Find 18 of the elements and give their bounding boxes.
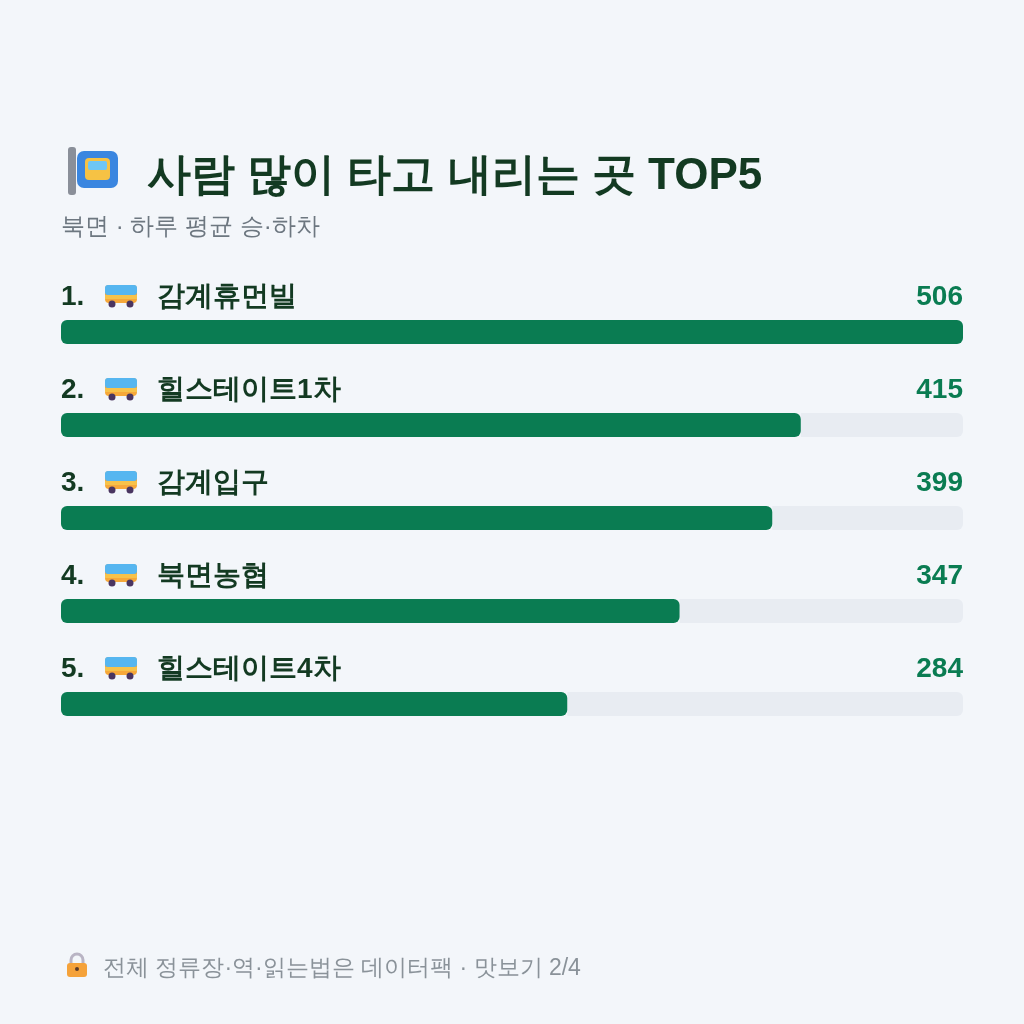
category-rank: 5.: [61, 652, 85, 683]
annotation: 전체 정류장·역·읽는법은 데이터팩 · 맛보기 2/4: [103, 954, 581, 980]
category-label: 힐스테이트1차: [157, 373, 341, 404]
data-label: 284: [916, 652, 963, 683]
title: 사람 많이 타고 내리는 곳 TOP5: [147, 149, 763, 198]
data-label: 399: [916, 466, 963, 497]
data-label: 347: [916, 559, 963, 590]
category-label: 감계휴먼빌: [157, 280, 297, 311]
category-label: 북면농협: [157, 559, 269, 590]
category-rank: 3.: [61, 466, 85, 497]
category-rank: 4.: [61, 559, 85, 590]
data-label: 506: [916, 280, 963, 311]
category-label: 힐스테이트4차: [157, 652, 341, 683]
data-label: 415: [916, 373, 963, 404]
category-rank: 2.: [61, 373, 85, 404]
subtitle: 북면 · 하루 평균 승·하차: [61, 212, 320, 239]
category-label: 감계입구: [157, 466, 269, 497]
category-rank: 1.: [61, 280, 85, 311]
